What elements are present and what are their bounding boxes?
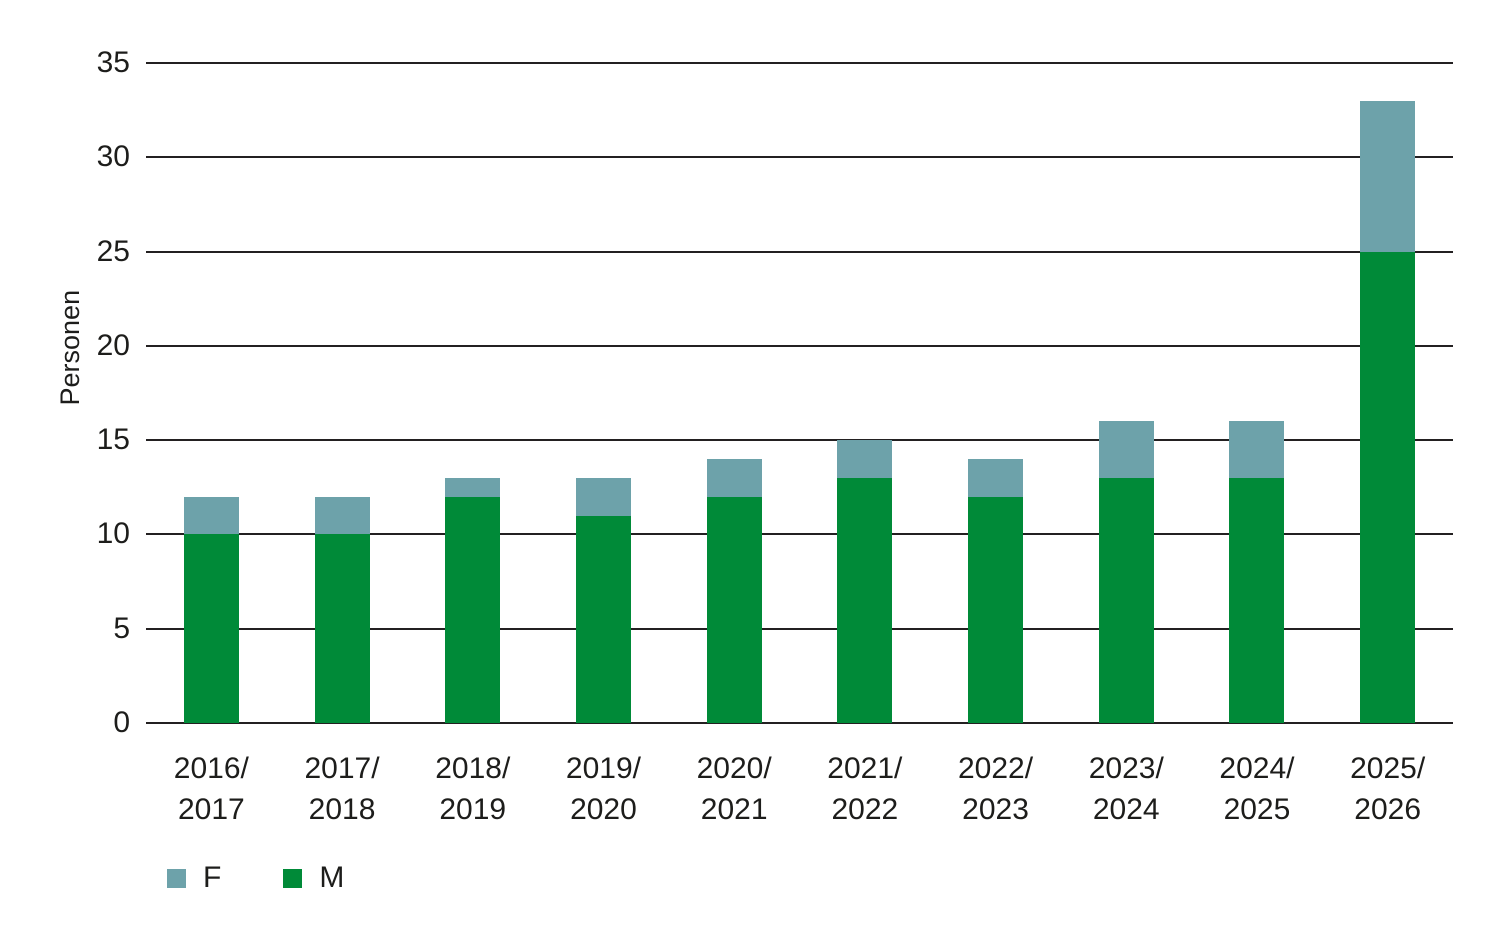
bar-segment-M bbox=[1360, 251, 1416, 723]
x-tick-line2: 2017 bbox=[177, 793, 245, 826]
x-tick-line2: 2026 bbox=[1354, 793, 1422, 826]
y-tick-label-30: 30 bbox=[96, 140, 130, 174]
bar-segment-F bbox=[1098, 421, 1154, 478]
x-tick-label-2018/2019: 2018/2019 bbox=[403, 748, 543, 830]
gridline-25 bbox=[146, 250, 1453, 253]
x-tick-line2: 2022 bbox=[831, 793, 899, 826]
x-tick-line1: 2020/ bbox=[696, 752, 772, 785]
y-tick-label-10: 10 bbox=[96, 517, 130, 551]
x-tick-label-2019/2020: 2019/2020 bbox=[533, 748, 673, 830]
bar-2018/2019 bbox=[445, 477, 501, 723]
y-tick-label-5: 5 bbox=[113, 611, 130, 645]
bar-2016/2017 bbox=[183, 496, 239, 723]
bar-segment-M bbox=[706, 496, 762, 723]
bar-2025/2026 bbox=[1360, 100, 1416, 723]
legend-label-F: F bbox=[203, 861, 222, 894]
x-tick-line2: 2019 bbox=[439, 793, 507, 826]
x-tick-line1: 2022/ bbox=[958, 752, 1034, 785]
bar-2017/2018 bbox=[314, 496, 370, 723]
x-tick-line2: 2018 bbox=[308, 793, 376, 826]
gridline-10 bbox=[146, 533, 1453, 536]
x-tick-label-2017/2018: 2017/2018 bbox=[272, 748, 412, 830]
plot-area bbox=[146, 62, 1453, 724]
bar-segment-M bbox=[445, 496, 501, 723]
y-tick-label-20: 20 bbox=[96, 328, 130, 362]
bar-segment-F bbox=[968, 459, 1024, 497]
x-tick-line2: 2021 bbox=[700, 793, 768, 826]
bar-2019/2020 bbox=[575, 477, 631, 723]
y-tick-label-0: 0 bbox=[113, 706, 130, 739]
bar-2022/2023 bbox=[968, 459, 1024, 723]
legend-label-M: M bbox=[319, 861, 345, 894]
bar-2023/2024 bbox=[1098, 421, 1154, 723]
x-tick-label-2025/2026: 2025/2026 bbox=[1318, 748, 1458, 830]
bar-segment-F bbox=[706, 459, 762, 497]
y-tick-label-25: 25 bbox=[96, 234, 130, 268]
x-tick-line1: 2017/ bbox=[304, 752, 380, 785]
x-tick-label-2016/2017: 2016/2017 bbox=[141, 748, 281, 830]
x-tick-line1: 2018/ bbox=[435, 752, 511, 785]
x-tick-label-2021/2022: 2021/2022 bbox=[795, 748, 935, 830]
x-tick-line2: 2024 bbox=[1092, 793, 1160, 826]
gridline-20 bbox=[146, 344, 1453, 347]
bar-segment-M bbox=[575, 515, 631, 723]
bar-segment-F bbox=[1229, 421, 1285, 478]
gridline-0 bbox=[146, 722, 1453, 724]
gridline-15 bbox=[146, 439, 1453, 442]
x-tick-line1: 2016/ bbox=[173, 752, 249, 785]
x-tick-line1: 2025/ bbox=[1350, 752, 1426, 785]
legend-item-F: F bbox=[167, 863, 221, 893]
x-tick-line2: 2020 bbox=[570, 793, 637, 826]
x-tick-label-2020/2021: 2020/2021 bbox=[664, 748, 804, 830]
bar-2021/2022 bbox=[837, 440, 893, 723]
legend-swatch-M bbox=[283, 868, 303, 888]
bar-segment-F bbox=[837, 440, 893, 478]
x-tick-line1: 2019/ bbox=[565, 752, 641, 785]
bar-segment-F bbox=[575, 477, 631, 516]
x-tick-line1: 2023/ bbox=[1088, 752, 1164, 785]
legend-swatch-F bbox=[167, 868, 186, 888]
legend-item-M: M bbox=[283, 863, 344, 893]
gridline-35 bbox=[146, 62, 1453, 64]
x-tick-label-2024/2025: 2024/2025 bbox=[1187, 748, 1327, 830]
bar-segment-M bbox=[1229, 477, 1285, 723]
x-tick-label-2022/2023: 2022/2023 bbox=[926, 748, 1066, 830]
bar-segment-F bbox=[314, 496, 370, 535]
bar-segment-F bbox=[183, 496, 239, 535]
bar-2024/2025 bbox=[1229, 421, 1285, 723]
bar-2020/2021 bbox=[706, 459, 762, 723]
bar-segment-F bbox=[1360, 100, 1416, 252]
x-tick-line2: 2023 bbox=[962, 793, 1029, 826]
bar-segment-M bbox=[314, 534, 370, 723]
y-tick-label-15: 15 bbox=[96, 423, 130, 457]
bar-segment-M bbox=[968, 496, 1024, 723]
bar-segment-M bbox=[837, 477, 893, 723]
x-tick-line1: 2024/ bbox=[1219, 752, 1295, 785]
x-tick-line2: 2025 bbox=[1223, 793, 1291, 826]
x-tick-label-2023/2024: 2023/2024 bbox=[1056, 748, 1196, 830]
gridline-30 bbox=[146, 156, 1453, 159]
x-tick-line1: 2021/ bbox=[827, 752, 903, 785]
y-tick-label-35: 35 bbox=[96, 46, 130, 79]
bar-segment-M bbox=[183, 534, 239, 723]
gridline-5 bbox=[146, 627, 1453, 630]
bar-segment-F bbox=[445, 477, 501, 497]
bar-segment-M bbox=[1098, 477, 1154, 723]
